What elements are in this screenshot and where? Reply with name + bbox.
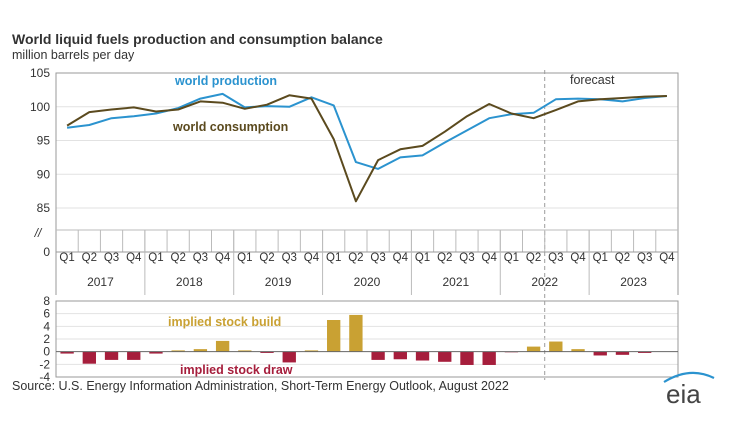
world-production-line [66,92,667,170]
forecast-label: forecast [570,73,615,87]
stock-build-bar [215,340,230,352]
quarter-label: Q4 [126,252,142,264]
quarter-label: Q1 [326,252,341,264]
quarter-label: Q2 [526,252,541,264]
quarter-label: Q3 [548,252,563,264]
quarter-label: Q3 [282,252,297,264]
y-tick-label: 95 [37,134,51,148]
quarter-label: Q1 [237,252,252,264]
stock-draw-bar [460,351,474,365]
y-tick-label: -4 [39,370,50,384]
y-tick-label: 105 [30,66,50,80]
top-y-axis: 105 100 95 90 85 0// [30,66,50,259]
stock-draw-bar [104,351,119,360]
stock-bars-group [56,314,678,365]
bottom-plot-frame [55,300,679,378]
stock-build-bar [571,349,585,352]
quarter-label: Q4 [659,252,675,264]
y-tick-label: 85 [37,201,51,215]
y-tick-label: 90 [37,167,51,181]
quarter-label: Q2 [437,252,452,264]
quarter-label: Q4 [570,252,586,264]
y-tick-label: 8 [43,294,50,308]
stock-draw-bar [615,351,630,355]
quarter-label: Q4 [304,252,320,264]
stock-draw-bar [482,351,496,365]
stock-build-bar [304,350,319,352]
quarter-label: Q1 [504,252,519,264]
stock-draw-bar [149,351,163,354]
quarter-label: Q1 [415,252,430,264]
eia-logo-text: eia [666,379,701,409]
stock-draw-bar [415,351,430,361]
axis-break-mark: // [34,226,43,240]
y-tick-label: 0 [43,345,50,359]
legend-world-production: world production [174,74,277,88]
y-tick-label: 6 [43,307,50,321]
label-implied-stock-draw: implied stock draw [180,363,293,377]
quarter-label: Q2 [171,252,186,264]
year-label: 2023 [620,275,647,289]
bottom-plot-border [55,300,679,378]
stock-draw-bar [371,351,385,360]
year-label: 2021 [443,275,470,289]
stock-draw-bar [638,351,652,353]
stock-draw-bar [282,351,296,363]
quarter-label: Q3 [459,252,474,264]
quarter-label: Q1 [59,252,74,264]
quarter-label: Q4 [215,252,231,264]
quarter-label: Q1 [148,252,163,264]
x-axis-quarters: Q1 Q2 Q3 Q4 Q1 Q2 Q3 Q4 Q1 Q2 Q3 Q4 Q1 Q2 Q3 Q4 Q1 Q2 Q3 Q4… [59,230,675,264]
stock-build-bar [171,350,185,352]
y-tick-label: 4 [43,319,50,333]
quarter-label: Q4 [393,252,409,264]
line-series-group [66,92,667,203]
label-implied-stock-build: implied stock build [168,315,281,329]
stock-build-bar [238,350,252,352]
quarter-label: Q3 [104,252,119,264]
y-tick-label: -2 [39,357,50,371]
y-tick-label: 0 [43,245,50,259]
quarter-label: Q2 [615,252,630,264]
quarter-label: Q4 [482,252,498,264]
x-axis-years: 2017 2018 2019 2020 2021 2022 2023 [55,230,679,295]
chart-subtitle: million barrels per day [12,48,135,62]
y-tick-label: 2 [43,332,50,346]
year-label: 2018 [176,275,203,289]
top-plot-frame [55,70,679,380]
stock-draw-bar [260,351,274,353]
stock-build-bar [327,320,341,352]
quarter-label: Q3 [637,252,652,264]
stock-draw-bar [60,351,74,354]
stock-draw-bar [127,351,141,360]
year-label: 2017 [87,275,114,289]
quarter-label: Q3 [193,252,208,264]
quarter-label: Q2 [259,252,274,264]
stock-build-bar [349,314,363,352]
chart-title: World liquid fuels production and consum… [12,31,383,47]
world-consumption-line [66,94,667,203]
eia-logo-arc [663,371,715,383]
y-tick-label: 100 [30,100,50,114]
quarter-label: Q3 [370,252,385,264]
quarter-label: Q2 [348,252,363,264]
stock-build-bar [549,341,563,352]
stock-draw-bar [82,351,96,364]
stock-draw-bar [393,351,407,360]
legend-world-consumption: world consumption [172,120,288,134]
quarter-label: Q1 [593,252,608,264]
year-label: 2022 [531,275,558,289]
stock-build-bar [193,349,208,352]
quarter-label: Q2 [82,252,97,264]
eia-logo: eia [663,371,715,409]
stock-draw-bar [438,351,452,362]
year-label: 2020 [354,275,381,289]
year-label: 2019 [265,275,292,289]
stock-build-bar [526,346,541,352]
source-note: Source: U.S. Energy Information Administ… [12,379,509,393]
stock-draw-bar [593,351,607,356]
